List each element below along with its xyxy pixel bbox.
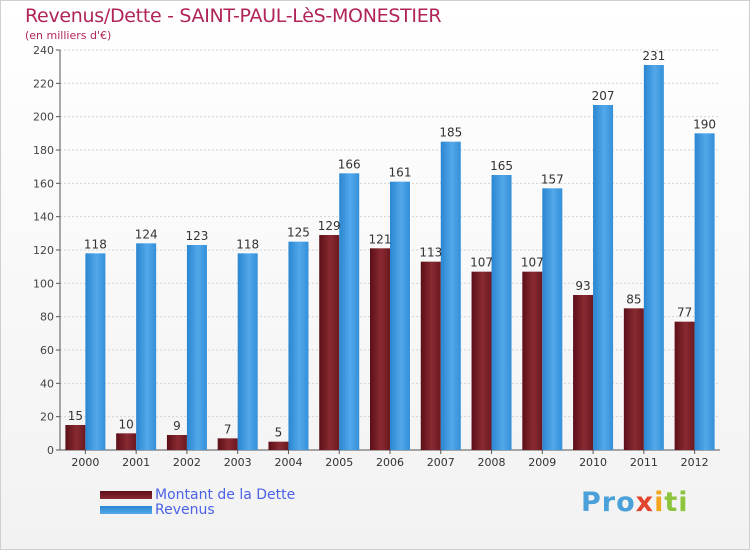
data-label-revenus: 157 [541, 172, 564, 186]
proxiti-logo: Proxiti [581, 487, 689, 518]
data-label-dette: 10 [119, 417, 134, 431]
data-label-dette: 7 [224, 422, 232, 436]
y-tick-label: 120 [33, 244, 54, 257]
data-label-dette: 5 [275, 426, 283, 440]
y-tick-label: 160 [33, 177, 54, 190]
x-tick-label: 2003 [224, 456, 252, 469]
data-label-revenus: 166 [338, 157, 361, 171]
data-label-dette: 129 [318, 219, 341, 233]
bar-revenus [186, 245, 207, 450]
x-tick-label: 2012 [681, 456, 709, 469]
bar-revenus [643, 65, 664, 450]
data-label-revenus: 190 [693, 117, 716, 131]
bar-dette [420, 261, 441, 450]
bar-revenus [237, 253, 258, 450]
y-tick-label: 200 [33, 111, 54, 124]
legend-label-dette: Montant de la Dette [155, 486, 296, 503]
bar-dette [674, 321, 695, 450]
bar-dette [370, 248, 390, 450]
bar-revenus [136, 243, 157, 450]
legend-item-dette: Montant de la Dette [100, 486, 296, 503]
data-label-dette: 107 [470, 256, 493, 270]
data-label-revenus: 118 [84, 237, 107, 251]
y-tick-label: 20 [40, 411, 54, 424]
y-tick-label: 220 [33, 77, 54, 90]
bar-dette [166, 435, 187, 450]
data-label-dette: 15 [68, 409, 83, 423]
legend-swatch-dette [100, 490, 152, 499]
bar-revenus [440, 141, 461, 450]
bar-revenus [288, 241, 309, 450]
chart-title: Revenus/Dette - SAINT-PAUL-LèS-MONESTIER [25, 5, 442, 27]
bar-dette [623, 308, 644, 450]
x-tick-label: 2001 [122, 456, 150, 469]
legend-label-revenus: Revenus [155, 501, 215, 518]
bar-dette [471, 271, 492, 450]
bar-revenus [593, 105, 614, 450]
data-label-revenus: 123 [185, 229, 208, 243]
bar-dette [319, 235, 340, 450]
bar-dette [573, 295, 594, 450]
data-label-dette: 77 [677, 306, 692, 320]
bar-revenus [694, 133, 715, 451]
chart-subtitle: (en milliers d'€) [25, 29, 112, 42]
y-tick-label: 60 [40, 344, 54, 357]
x-tick-label: 2011 [630, 456, 658, 469]
y-tick-label: 240 [33, 44, 54, 57]
x-tick-label: 2004 [274, 456, 302, 469]
x-tick-label: 2000 [71, 456, 99, 469]
legend: Montant de la Dette Revenus [100, 486, 296, 518]
data-label-revenus: 118 [236, 237, 259, 251]
x-tick-label: 2006 [376, 456, 404, 469]
data-label-revenus: 185 [439, 126, 462, 140]
bar-revenus [339, 173, 360, 451]
y-tick-label: 0 [47, 444, 54, 457]
x-tick-label: 2002 [173, 456, 201, 469]
data-label-revenus: 165 [490, 159, 513, 173]
data-label-revenus: 207 [592, 89, 615, 103]
data-label-dette: 85 [626, 292, 641, 306]
bar-dette [217, 438, 238, 450]
y-tick-label: 180 [33, 144, 54, 157]
bar-revenus [85, 253, 106, 450]
bar-dette [522, 271, 543, 450]
data-label-dette: 107 [521, 256, 544, 270]
bar-revenus [542, 188, 563, 451]
x-tick-label: 2007 [427, 456, 455, 469]
data-label-dette: 113 [419, 246, 442, 260]
data-label-dette: 121 [369, 232, 392, 246]
x-tick-label: 2010 [579, 456, 607, 469]
x-tick-label: 2008 [478, 456, 506, 469]
y-tick-label: 100 [33, 277, 54, 290]
data-label-dette: 9 [173, 419, 181, 433]
y-tick-label: 80 [40, 311, 54, 324]
legend-swatch-revenus [100, 505, 152, 514]
bar-dette [65, 425, 86, 450]
bar-revenus [390, 181, 410, 450]
y-tick-label: 140 [33, 211, 54, 224]
data-label-revenus: 125 [287, 226, 310, 240]
legend-item-revenus: Revenus [100, 501, 295, 518]
data-label-dette: 93 [575, 279, 590, 293]
y-tick-label: 40 [40, 377, 54, 390]
data-label-revenus: 124 [135, 227, 158, 241]
data-label-revenus: 161 [389, 166, 412, 180]
bar-revenus [491, 175, 512, 450]
x-tick-label: 2009 [528, 456, 556, 469]
bar-dette [116, 433, 137, 450]
bar-dette [268, 441, 289, 450]
data-label-revenus: 231 [642, 49, 665, 63]
x-tick-label: 2005 [325, 456, 353, 469]
